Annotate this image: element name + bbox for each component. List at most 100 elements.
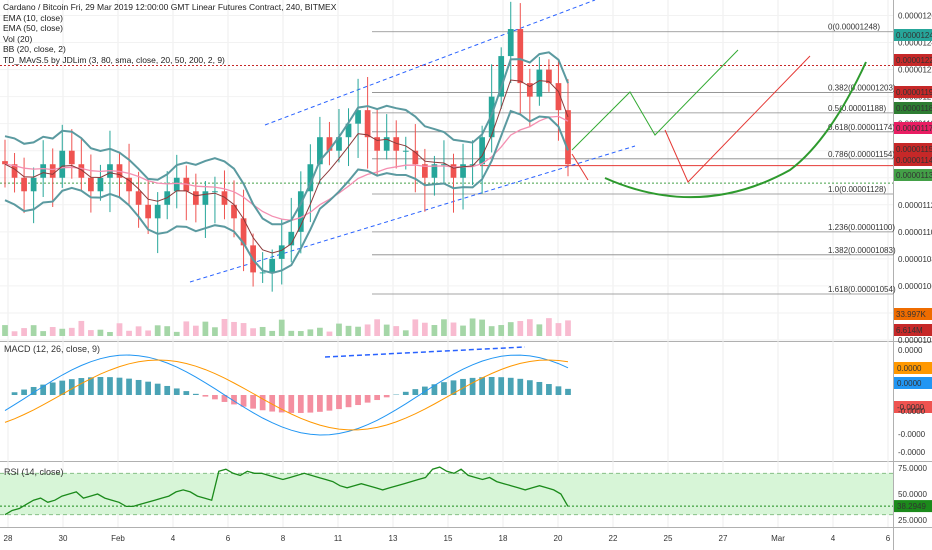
macd-divergence-line bbox=[324, 346, 526, 358]
candle-body bbox=[88, 177, 94, 192]
rsi-band bbox=[0, 473, 893, 515]
macd-histogram-bar bbox=[126, 378, 132, 395]
indicator-td[interactable]: TD_MAvS.5 by JDLim (3, 80, sma, close, 2… bbox=[3, 54, 225, 65]
fib-label: 0.382(0.00001203) bbox=[828, 84, 896, 93]
candle-body bbox=[317, 137, 323, 165]
rsi-tick-label: 25.0000 bbox=[898, 516, 927, 525]
price-label: 0.00001136 bbox=[896, 171, 932, 180]
macd-histogram-bar bbox=[536, 381, 543, 395]
macd-histogram-bar bbox=[374, 395, 381, 401]
price-label-bg bbox=[894, 169, 932, 181]
time-tick-label: 6 bbox=[886, 534, 891, 543]
candle-body bbox=[479, 137, 485, 165]
price-label-bg bbox=[894, 122, 932, 134]
macd-tick-label: -0.0000 bbox=[898, 407, 926, 416]
volume-bar bbox=[297, 331, 304, 336]
volume-bar bbox=[402, 330, 409, 336]
macd-histogram-bar bbox=[59, 380, 66, 395]
volume-bar bbox=[526, 319, 533, 336]
pane-titles: MACD (12, 26, close, 9) RSI (14, close) bbox=[4, 344, 100, 477]
macd-tick-label: 0.0000 bbox=[898, 346, 923, 355]
price-label: 6.614M bbox=[896, 326, 923, 335]
macd-histogram-bar bbox=[412, 389, 419, 395]
volume-bar bbox=[192, 325, 199, 336]
volume-bar bbox=[450, 322, 457, 336]
volume-bar bbox=[126, 330, 132, 336]
candle-body bbox=[11, 164, 18, 178]
candle-body bbox=[40, 164, 47, 178]
candle-body bbox=[450, 164, 457, 178]
time-tick-label: 15 bbox=[444, 534, 453, 543]
candle-body bbox=[173, 177, 180, 192]
candle-body bbox=[192, 191, 199, 205]
volume-bar bbox=[164, 326, 171, 336]
macd-tick-label: -0.0000 bbox=[898, 430, 926, 439]
macd-line bbox=[4, 354, 569, 436]
forecast-arc bbox=[604, 61, 867, 199]
price-label-bg bbox=[894, 86, 932, 98]
indicator-ema50[interactable]: EMA (50, close) bbox=[3, 23, 63, 33]
volume-bar bbox=[30, 325, 37, 336]
volume-bar bbox=[460, 325, 466, 336]
macd-histogram-bar bbox=[517, 378, 524, 395]
time-tick-label: 18 bbox=[499, 534, 508, 543]
indicator-bb[interactable]: BB (20, close, 2) bbox=[3, 44, 66, 54]
volume-bar bbox=[374, 319, 381, 336]
macd-histogram-bar bbox=[441, 382, 447, 395]
price-label: 0.00001156 bbox=[896, 145, 932, 154]
macd-histogram-bar bbox=[355, 395, 361, 406]
volume-bar bbox=[78, 320, 85, 336]
price-tick-label: 0.00001060 bbox=[898, 282, 932, 291]
candle-body bbox=[297, 191, 304, 232]
price-label-bg bbox=[894, 29, 932, 41]
candle-body bbox=[526, 83, 533, 97]
volume-bar bbox=[326, 331, 333, 336]
fib-label: 0.5(0.00001188) bbox=[828, 104, 886, 113]
macd-histogram-bar bbox=[526, 380, 533, 395]
macd-histogram-bar bbox=[479, 377, 485, 395]
candle-body bbox=[345, 123, 352, 138]
macd-histogram-bar bbox=[11, 392, 18, 395]
candle-body bbox=[536, 69, 543, 97]
macd-title: MACD (12, 26, close, 9) bbox=[4, 344, 100, 354]
volume-bar bbox=[422, 322, 428, 336]
chart-title: Cardano / Bitcoin Fri, 29 Mar 2019 12:00… bbox=[3, 2, 337, 12]
macd-histogram-bar bbox=[259, 395, 266, 411]
price-label-bg bbox=[894, 54, 932, 66]
price-label: 0.00001187 bbox=[896, 104, 932, 113]
macd-histogram-bar bbox=[565, 388, 571, 395]
volume-bar bbox=[173, 331, 180, 336]
rsi-tick-label: 75.0000 bbox=[898, 464, 927, 473]
candle-body bbox=[441, 164, 447, 166]
indicator-vol[interactable]: Vol (20) bbox=[3, 33, 33, 44]
macd-histogram-bar bbox=[336, 395, 342, 410]
macd-histogram-bar bbox=[192, 393, 199, 395]
trend-channel-lower bbox=[189, 145, 636, 283]
price-tick-label: 0.00001260 bbox=[898, 12, 932, 21]
macd-histogram-bar bbox=[507, 377, 514, 395]
macd-histogram-bar bbox=[49, 382, 56, 395]
ema10-line bbox=[4, 79, 569, 254]
candle-body bbox=[49, 164, 56, 178]
macd-histogram-bar bbox=[183, 391, 190, 395]
volume-bar bbox=[49, 327, 56, 336]
rsi-title: RSI (14, close) bbox=[4, 467, 64, 477]
macd-histogram-bar bbox=[460, 378, 466, 395]
time-tick-label: 30 bbox=[59, 534, 68, 543]
candle-body bbox=[412, 150, 419, 165]
volume-bar bbox=[517, 320, 524, 336]
volume-bar bbox=[393, 326, 400, 336]
rsi-tick-label: 50.0000 bbox=[898, 490, 927, 499]
rsi-current-label: 38.2949 bbox=[897, 502, 926, 511]
candle-body bbox=[135, 191, 142, 205]
candle-body bbox=[546, 69, 552, 84]
price-label-bg bbox=[894, 324, 932, 336]
price-tick-label: 0.00001100 bbox=[898, 228, 932, 237]
indicator-ema10[interactable]: EMA (10, close) bbox=[3, 12, 63, 23]
volume-bar bbox=[536, 324, 543, 336]
volume-bar bbox=[269, 330, 276, 336]
volume-bar bbox=[2, 325, 8, 336]
chart-header: Cardano / Bitcoin Fri, 29 Mar 2019 12:00… bbox=[3, 2, 336, 65]
candle-body bbox=[517, 29, 524, 84]
